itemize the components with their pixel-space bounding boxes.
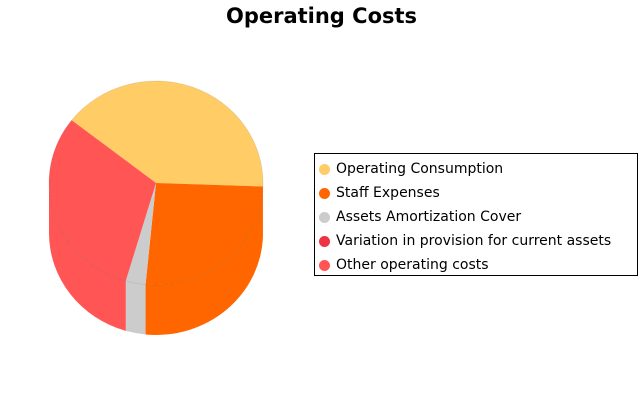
pie-side-1-0 [145, 186, 263, 335]
legend-item: Staff Expenses [319, 181, 637, 205]
legend-item: Assets Amortization Cover [319, 205, 637, 229]
pie-slice-1 [145, 183, 263, 285]
legend: Operating Consumption Staff Expenses Asset… [314, 153, 638, 276]
legend-item: Operating Consumption [319, 157, 637, 181]
legend-swatch [319, 235, 330, 247]
legend-label: Assets Amortization Cover [336, 209, 522, 225]
legend-item: Variation in provision for current asset… [319, 229, 637, 253]
legend-label: Variation in provision for current asset… [336, 233, 612, 249]
legend-swatch [319, 187, 330, 199]
legend-label: Other operating costs [336, 257, 489, 273]
legend-item: Other operating costs [319, 253, 637, 277]
pie-side-2-0 [125, 280, 146, 335]
legend-swatch [319, 259, 330, 271]
chart-title: Operating Costs [225, 4, 418, 28]
pie-slice-0 [71, 81, 263, 187]
legend-swatch [319, 211, 330, 223]
pie-top-rim [48, 80, 264, 286]
pie-slice-4 [48, 120, 156, 281]
pie-side-group [49, 183, 263, 335]
legend-label: Staff Expenses [336, 185, 440, 201]
legend-swatch [319, 163, 330, 175]
pie-side-4-0 [49, 183, 126, 331]
pie-slice-2 [125, 183, 156, 285]
pie-top-group [48, 80, 264, 286]
legend-label: Operating Consumption [336, 161, 504, 177]
